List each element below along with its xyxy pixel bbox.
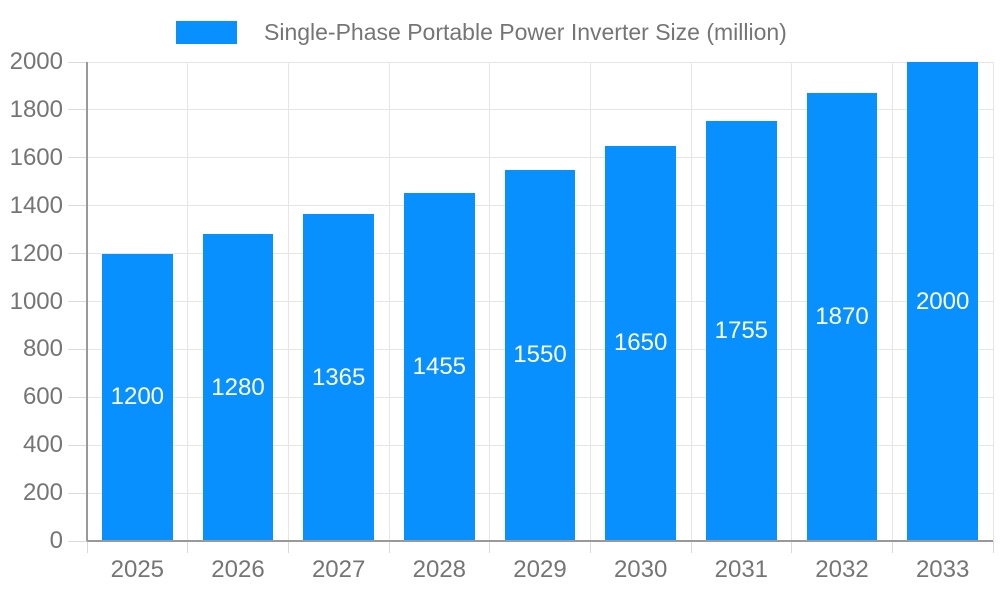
x-tick	[388, 541, 390, 553]
x-gridline	[489, 62, 491, 541]
y-axis-line	[86, 62, 88, 541]
x-gridline	[791, 62, 793, 541]
y-tick-label: 1600	[9, 143, 63, 171]
y-tick	[68, 253, 87, 255]
x-tick-label: 2027	[311, 556, 366, 583]
y-gridline	[87, 61, 993, 63]
x-gridline	[187, 62, 189, 541]
x-tick-label: 2032	[815, 556, 869, 583]
y-tick-label: 1200	[9, 239, 63, 267]
y-tick	[68, 301, 87, 302]
x-gridline	[891, 62, 893, 541]
y-tick-label: 2000	[9, 48, 63, 75]
x-tick	[287, 541, 289, 553]
y-tick	[68, 61, 87, 63]
y-tick-label: 1000	[9, 287, 63, 315]
bar-value-label: 1200	[110, 383, 165, 411]
y-tick-label: 400	[22, 431, 63, 459]
bar[interactable]: 1365	[303, 214, 374, 541]
y-tick	[68, 540, 87, 542]
y-tick-label: 200	[22, 479, 63, 507]
x-tick-label: 2025	[110, 556, 165, 583]
y-tick-label: 1400	[9, 191, 63, 219]
x-tick-label: 2033	[915, 556, 970, 583]
x-tick-label: 2028	[412, 556, 467, 583]
bar[interactable]: 1455	[404, 192, 475, 541]
y-tick-label: 800	[22, 335, 63, 363]
y-tick	[68, 396, 87, 398]
x-tick	[187, 541, 189, 553]
bar-value-label: 1650	[613, 329, 668, 357]
y-tick-label: 0	[49, 527, 63, 554]
y-tick	[68, 157, 87, 159]
bar[interactable]: 1550	[504, 169, 576, 541]
y-tick	[68, 205, 87, 207]
x-gridline	[388, 62, 390, 541]
x-tick-label: 2026	[211, 556, 265, 583]
x-tick	[791, 541, 793, 553]
y-tick	[68, 492, 87, 494]
y-tick	[68, 348, 87, 350]
bar[interactable]: 1280	[202, 234, 274, 541]
x-tick-label: 2030	[613, 556, 668, 583]
x-tick-label: 2031	[714, 556, 769, 583]
x-tick	[992, 541, 994, 553]
bar[interactable]: 1870	[806, 93, 878, 541]
x-tick-label: 2029	[513, 556, 567, 583]
y-gridline	[87, 157, 993, 159]
bar-value-label: 1870	[815, 303, 869, 331]
x-gridline	[589, 62, 591, 541]
legend[interactable]: Single-Phase Portable Power Inverter Siz…	[176, 21, 787, 44]
y-tick-label: 1800	[9, 95, 63, 123]
bar[interactable]: 2000	[907, 62, 978, 541]
bar[interactable]: 1200	[102, 253, 173, 541]
x-axis-line	[87, 540, 993, 542]
bar-value-label: 1280	[211, 373, 265, 401]
legend-label: Single-Phase Portable Power Inverter Siz…	[264, 19, 787, 45]
bar-value-label: 1550	[513, 341, 567, 369]
y-gridline	[87, 109, 993, 111]
x-tick	[891, 541, 893, 553]
x-gridline	[690, 62, 692, 541]
bar-value-label: 1755	[714, 316, 769, 344]
bar[interactable]: 1650	[605, 145, 676, 541]
y-tick-label: 600	[22, 383, 63, 411]
x-tick	[589, 541, 591, 553]
y-tick	[68, 109, 87, 111]
y-tick	[68, 444, 87, 446]
legend-swatch	[176, 21, 237, 44]
bar-value-label: 2000	[915, 287, 970, 315]
x-tick	[690, 541, 692, 553]
bar-value-label: 1365	[311, 363, 366, 391]
bar[interactable]: 1755	[706, 120, 777, 541]
bar-value-label: 1455	[412, 352, 467, 380]
x-tick	[86, 541, 88, 553]
x-tick	[489, 541, 491, 553]
x-gridline	[287, 62, 289, 541]
x-gridline	[992, 62, 994, 541]
